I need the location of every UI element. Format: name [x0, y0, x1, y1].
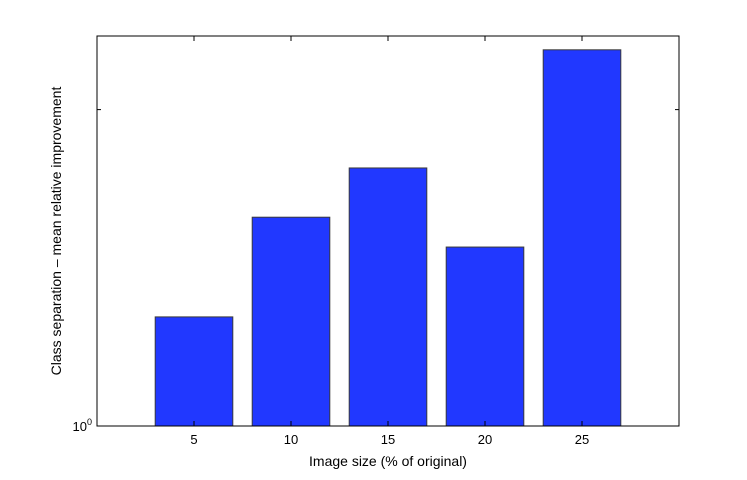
- bar-5: [154, 316, 234, 427]
- bars-group: [154, 49, 622, 427]
- plot-frame: [96, 35, 680, 427]
- y-tick-label: 100: [73, 417, 92, 434]
- x-tick-label-5: 5: [190, 432, 197, 447]
- bar-10: [251, 216, 331, 427]
- x-ticks-group: 5 10 15 20 25: [190, 36, 589, 447]
- x-tick-label-10: 10: [284, 432, 298, 447]
- x-axis-label: Image size (% of original): [309, 453, 467, 469]
- y-axis-label: Class separation – mean relative improve…: [48, 87, 64, 376]
- x-tick-label-25: 25: [575, 432, 589, 447]
- x-tick-label-20: 20: [478, 432, 492, 447]
- bar-25: [542, 49, 622, 427]
- x-tick-label-15: 15: [381, 432, 395, 447]
- bar-15: [348, 167, 428, 427]
- bar-20: [445, 246, 525, 427]
